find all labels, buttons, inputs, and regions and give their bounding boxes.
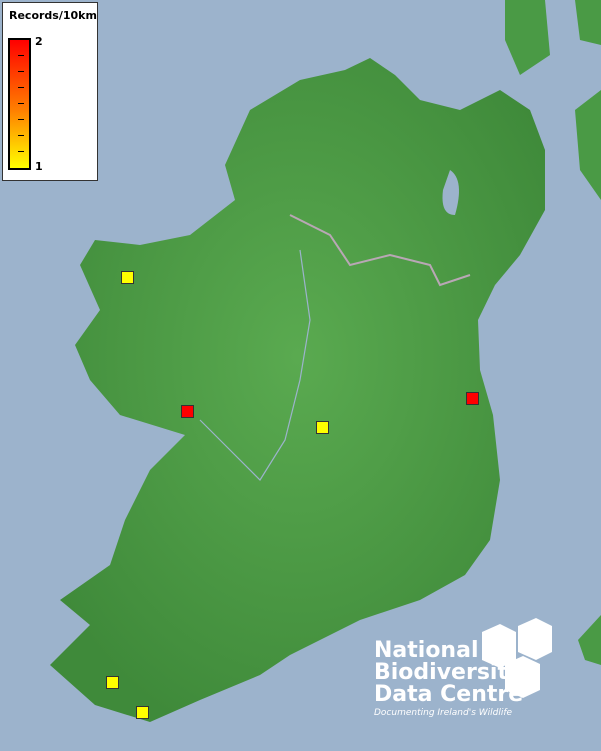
logo-line: National (374, 638, 479, 663)
river-shannon (199, 249, 311, 481)
record-square[interactable] (106, 676, 119, 689)
legend-tick (18, 119, 24, 120)
record-square[interactable] (121, 271, 134, 284)
lough-neagh (442, 170, 459, 215)
record-square[interactable] (466, 392, 479, 405)
legend-tick (18, 87, 24, 88)
legend-tick (18, 103, 24, 104)
legend-tick (18, 71, 24, 72)
record-square[interactable] (181, 405, 194, 418)
legend-tick (18, 55, 24, 56)
record-square[interactable] (316, 421, 329, 434)
legend-max-label: 2 (35, 35, 43, 48)
legend-title: Records/10km (9, 9, 97, 22)
nbdc-logo: National Biodiversity Data Centre Docume… (374, 640, 523, 720)
scotland-shape (575, 0, 601, 45)
logo-line: Data Centre (374, 682, 524, 707)
record-square[interactable] (136, 706, 149, 719)
border-line (289, 214, 471, 287)
legend: Records/10km 2 1 (2, 2, 98, 181)
britain-shape (575, 90, 601, 200)
wales-shape (578, 615, 601, 665)
logo-line: Biodiversity (374, 660, 523, 685)
legend-min-label: 1 (35, 160, 43, 173)
legend-tick (18, 151, 24, 152)
legend-tick (18, 135, 24, 136)
logo-tagline: Documenting Ireland's Wildlife (374, 708, 513, 718)
legend-color-ramp (8, 38, 31, 170)
scotland-shape (505, 0, 550, 75)
